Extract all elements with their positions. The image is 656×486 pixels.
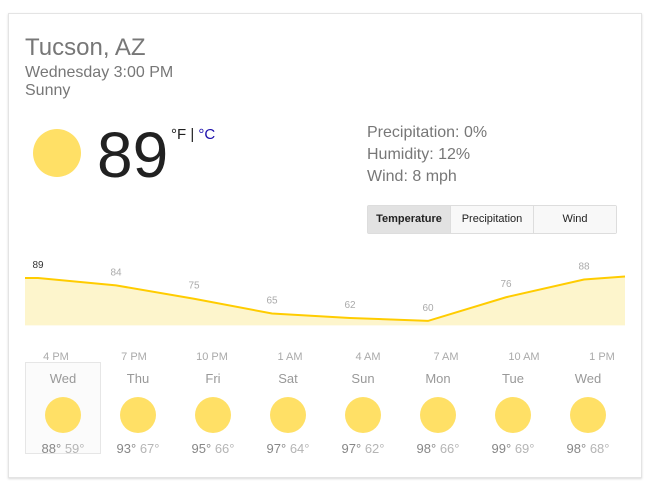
- forecast-day[interactable]: Sun 97° 62°: [325, 362, 401, 456]
- low-temp: 62°: [364, 441, 385, 456]
- data-label: 84: [110, 267, 122, 278]
- temperature-chart: 89 4 PM 84 7 PM 75 10 PM 65 1 AM 62 4 AM 60 7 AM 76 1…: [25, 260, 626, 363]
- day-temps: 98° 66°: [401, 441, 475, 456]
- chart-tabs: Temperature Precipitation Wind: [367, 205, 617, 234]
- sun-icon: [45, 397, 81, 433]
- precipitation: Precipitation: 0%: [367, 124, 488, 141]
- sun-icon: [120, 397, 156, 433]
- day-name: Wed: [574, 371, 602, 386]
- high-temp: 98°: [416, 441, 437, 456]
- day-name: Sun: [351, 371, 375, 386]
- day-temps: 97° 62°: [326, 441, 400, 456]
- high-temp: 98°: [566, 441, 587, 456]
- forecast-day[interactable]: Wed 98° 68°: [550, 362, 626, 456]
- day-name: Fri: [205, 371, 221, 386]
- sun-icon: [195, 397, 231, 433]
- high-temp: 88°: [41, 441, 62, 456]
- forecast-day[interactable]: Fri 95° 66°: [175, 362, 251, 456]
- day-temps: 88° 59°: [26, 441, 100, 456]
- data-label: 76: [500, 279, 512, 290]
- x-tick-label: 7 PM: [121, 351, 147, 363]
- forecast-day[interactable]: Mon 98° 66°: [400, 362, 476, 456]
- chart-area: [25, 276, 625, 326]
- day-name: Wed: [49, 371, 77, 386]
- day-temps: 98° 68°: [551, 441, 625, 456]
- high-temp: 93°: [116, 441, 137, 456]
- tab-wind[interactable]: Wind: [533, 206, 616, 233]
- low-temp: 66°: [214, 441, 235, 456]
- sun-icon: [570, 397, 606, 433]
- day-temps: 93° 67°: [101, 441, 175, 456]
- low-temp: 69°: [514, 441, 535, 456]
- sun-icon: [345, 397, 381, 433]
- chart-line: [25, 275, 626, 322]
- data-label: 62: [344, 300, 356, 311]
- forecast-day[interactable]: Thu 93° 67°: [100, 362, 176, 456]
- low-temp: 66°: [439, 441, 460, 456]
- tab-temperature[interactable]: Temperature: [368, 206, 450, 233]
- data-label: 89: [32, 260, 44, 271]
- x-tick-label: 10 AM: [508, 351, 539, 363]
- day-temps: 95° 66°: [176, 441, 250, 456]
- unit-toggle: °F | °C: [171, 126, 215, 143]
- sun-icon: [495, 397, 531, 433]
- day-name: Tue: [502, 371, 524, 386]
- high-temp: 97°: [266, 441, 287, 456]
- day-name: Mon: [425, 371, 451, 386]
- condition: Sunny: [25, 82, 71, 99]
- high-temp: 99°: [491, 441, 512, 456]
- low-temp: 68°: [589, 441, 610, 456]
- high-temp: 97°: [341, 441, 362, 456]
- x-tick-label: 1 AM: [277, 351, 302, 363]
- sun-icon: [420, 397, 456, 433]
- unit-separator: |: [186, 126, 199, 143]
- unit-c[interactable]: °C: [198, 126, 216, 143]
- humidity: Humidity: 12%: [367, 146, 471, 163]
- high-temp: 95°: [191, 441, 212, 456]
- datetime: Wednesday 3:00 PM: [25, 64, 174, 81]
- low-temp: 64°: [289, 441, 310, 456]
- tab-precipitation[interactable]: Precipitation: [450, 206, 533, 233]
- forecast-day[interactable]: Wed 88° 59°: [25, 362, 101, 456]
- x-tick-label: 1 PM: [589, 351, 615, 363]
- x-tick-label: 4 PM: [43, 351, 69, 363]
- x-tick-label: 10 PM: [196, 351, 228, 363]
- data-label: 65: [266, 296, 278, 307]
- day-temps: 97° 64°: [251, 441, 325, 456]
- day-name: Sat: [278, 371, 298, 386]
- x-tick-label: 7 AM: [433, 351, 458, 363]
- weather-card: Tucson, AZ Wednesday 3:00 PM Sunny 89 °F…: [8, 13, 642, 478]
- forecast-day[interactable]: Tue 99° 69°: [475, 362, 551, 456]
- low-temp: 67°: [139, 441, 160, 456]
- low-temp: 59°: [64, 441, 85, 456]
- location: Tucson, AZ: [25, 34, 146, 61]
- wind: Wind: 8 mph: [367, 168, 457, 185]
- sun-icon: [270, 397, 306, 433]
- current-temp: 89: [97, 119, 169, 191]
- forecast-day[interactable]: Sat 97° 64°: [250, 362, 326, 456]
- x-tick-label: 4 AM: [355, 351, 380, 363]
- data-label: 75: [188, 281, 200, 292]
- unit-f[interactable]: °F: [171, 126, 187, 143]
- sun-icon: [33, 129, 81, 177]
- data-label: 88: [578, 261, 590, 272]
- day-name: Thu: [126, 371, 150, 386]
- day-temps: 99° 69°: [476, 441, 550, 456]
- data-label: 60: [422, 303, 434, 314]
